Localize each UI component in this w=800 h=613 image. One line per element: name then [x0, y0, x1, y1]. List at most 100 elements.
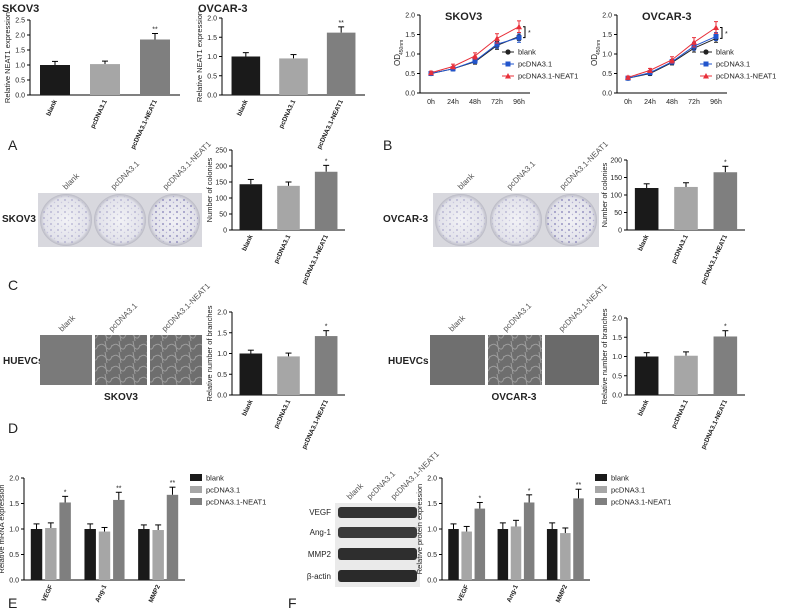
- colony-images: [433, 193, 599, 247]
- chart-title: SKOV3: [2, 3, 39, 15]
- error-bar: [499, 522, 506, 529]
- error-bar: [140, 524, 147, 529]
- bar: [40, 65, 70, 95]
- bar: [166, 494, 179, 580]
- y-tick-label: 200: [610, 158, 622, 165]
- bar: [674, 355, 698, 395]
- point: [516, 23, 522, 30]
- legend-label: pcDNA3.1: [206, 486, 240, 495]
- y-tick-label: 2.0: [217, 310, 227, 317]
- tube-image: [150, 335, 202, 385]
- y-tick-label: 1.0: [405, 52, 415, 59]
- x-tick-label: 48h: [469, 99, 481, 106]
- colonies: [42, 196, 90, 244]
- panel-label: F: [288, 595, 297, 611]
- bar: [634, 356, 659, 395]
- annotation: *: [325, 158, 328, 165]
- y-axis-title: Relative NEAT1 expression: [195, 11, 204, 102]
- error-bar: [155, 524, 162, 531]
- error-bar: [152, 33, 158, 40]
- x-tick-label: pcDNA3.1: [278, 99, 297, 130]
- point: [505, 73, 511, 79]
- y-tick-label: 0.0: [207, 93, 217, 100]
- x-tick-label: Ang-1: [506, 584, 520, 604]
- point: [625, 74, 631, 80]
- y-tick-label: 1.5: [207, 35, 217, 42]
- y-tick-label: 0: [618, 228, 622, 235]
- y-axis-title: OD: [590, 54, 599, 66]
- point: [505, 61, 511, 67]
- point: [703, 73, 709, 79]
- y-tick-label: 50: [219, 212, 227, 219]
- y-axis-title: Number of colonies: [600, 162, 609, 227]
- tube-image: [95, 335, 147, 385]
- y-axis-title: Relative number of branches: [205, 305, 214, 401]
- band: [338, 570, 417, 582]
- y-tick-label: 2.0: [15, 33, 25, 40]
- legend-label: pcDNA3.1: [716, 60, 750, 69]
- bar: [90, 64, 120, 95]
- x-tick-label: blank: [241, 234, 255, 253]
- y-tick-label: 1.0: [207, 54, 217, 61]
- error-bar: [323, 330, 330, 337]
- error-bar: [526, 494, 533, 503]
- y-tick-label: 0.0: [602, 91, 612, 98]
- panel-label: D: [8, 420, 18, 436]
- bar: [30, 529, 43, 580]
- colonies: [96, 196, 144, 244]
- point: [494, 35, 500, 41]
- annotation: *: [64, 489, 67, 496]
- bracket: [720, 26, 723, 39]
- band: [338, 507, 417, 518]
- sample-label: blank: [61, 171, 82, 192]
- y-axis-title: Relative number of branches: [600, 308, 609, 404]
- legend-label: blank: [206, 474, 224, 483]
- y-tick-label: 150: [215, 180, 227, 187]
- error-bar: [47, 522, 54, 528]
- error-bar: [683, 182, 689, 187]
- bar: [239, 184, 263, 230]
- x-tick-label: MMP2: [555, 584, 569, 604]
- annotation: **: [576, 482, 582, 489]
- x-tick-label: 96h: [513, 99, 525, 106]
- legend-label: pcDNA3.1-NEAT1: [716, 72, 776, 81]
- point: [691, 39, 697, 45]
- legend-swatch: [190, 474, 202, 481]
- bar: [277, 356, 300, 395]
- y-tick-label: 1.5: [602, 32, 612, 39]
- y-tick-label: 100: [215, 196, 227, 203]
- bar: [713, 172, 738, 230]
- error-bar: [643, 352, 650, 357]
- blot-label: β-actin: [307, 572, 331, 581]
- y-tick-label: 150: [610, 175, 622, 182]
- bar: [231, 56, 261, 95]
- y-tick-label: 100: [610, 193, 622, 200]
- point: [450, 63, 456, 69]
- error-bar: [338, 26, 345, 33]
- sample-label: blank: [447, 313, 468, 334]
- bar: [45, 527, 57, 580]
- legend-swatch: [595, 474, 607, 481]
- point: [647, 67, 653, 73]
- x-tick-label: 24h: [447, 99, 459, 106]
- blot-label: VEGF: [309, 508, 331, 517]
- y-tick-label: 0.0: [15, 93, 25, 100]
- y-tick-label: 0: [223, 228, 227, 235]
- band: [338, 527, 417, 538]
- y-tick-label: 0.0: [612, 393, 622, 400]
- y-tick-label: 0.5: [9, 552, 19, 559]
- bar: [448, 529, 459, 580]
- point: [516, 35, 522, 41]
- x-tick-label: pcDNA3.1-NEAT1: [700, 399, 729, 451]
- error-bar: [101, 526, 108, 532]
- tube-image: [40, 335, 92, 385]
- point: [472, 58, 478, 64]
- x-tick-label: Ang-1: [94, 584, 108, 604]
- sample-label: pcDNA3.1: [501, 301, 534, 334]
- y-tick-label: 1.0: [9, 527, 19, 534]
- bar: [140, 39, 170, 95]
- y-tick-label: 1.5: [217, 330, 227, 337]
- x-tick-label: pcDNA3.1-NEAT1: [301, 399, 330, 451]
